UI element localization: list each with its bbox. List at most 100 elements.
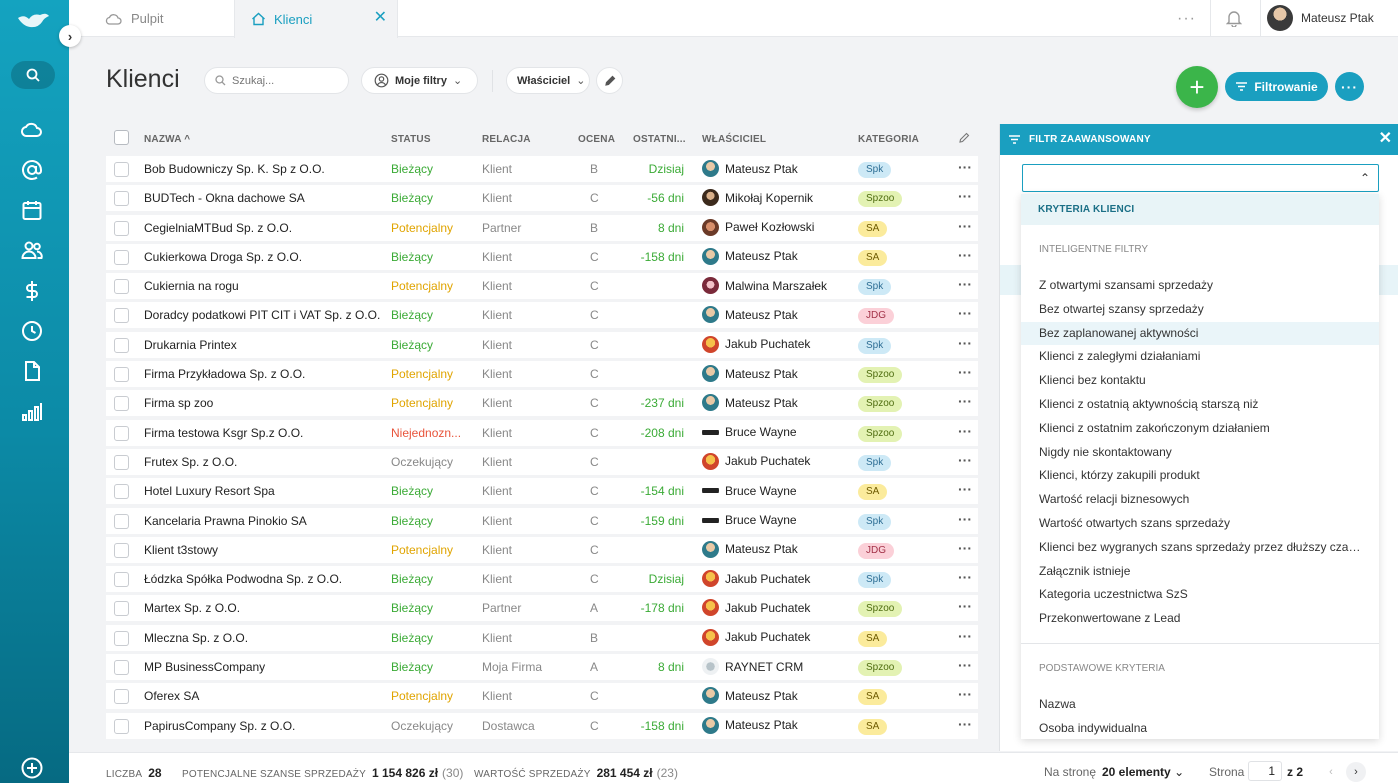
row-checkbox[interactable]: [114, 718, 129, 734]
criteria-select[interactable]: ⌃: [1022, 164, 1379, 192]
close-icon[interactable]: ✕: [1378, 130, 1392, 147]
row-actions-button[interactable]: ···: [958, 159, 972, 175]
table-row[interactable]: Firma sp zoo Potencjalny Klient C -237 d…: [106, 390, 978, 417]
row-checkbox[interactable]: [114, 689, 129, 705]
client-owner[interactable]: Jakub Puchatek: [702, 628, 852, 646]
sidebar-item-activities[interactable]: [19, 318, 45, 344]
row-checkbox[interactable]: [114, 630, 129, 646]
row-checkbox[interactable]: [114, 191, 129, 207]
page-input[interactable]: 1: [1248, 761, 1282, 781]
row-actions-button[interactable]: ···: [958, 686, 972, 702]
client-owner[interactable]: Mateusz Ptak: [702, 247, 852, 265]
sidebar-item-email[interactable]: [19, 157, 45, 183]
client-name[interactable]: Cukierkowa Droga Sp. z O.O.: [144, 249, 303, 264]
smart-filter-option[interactable]: Wartość otwartych szans sprzedaży: [1039, 515, 1230, 530]
smart-filter-option[interactable]: Kategoria uczestnictwa SzS: [1039, 587, 1188, 602]
row-checkbox[interactable]: [114, 542, 129, 558]
next-page-button[interactable]: ›: [1346, 762, 1366, 782]
sidebar-item-sales[interactable]: [19, 278, 45, 304]
client-owner[interactable]: Jakub Puchatek: [702, 335, 852, 353]
notifications-button[interactable]: [1225, 9, 1243, 30]
sidebar-add-button[interactable]: [19, 755, 45, 781]
row-checkbox[interactable]: [114, 337, 129, 353]
row-checkbox[interactable]: [114, 484, 129, 500]
sidebar-item-reports[interactable]: [19, 399, 45, 425]
table-row[interactable]: Kancelaria Prawna Pinokio SA Bieżący Kli…: [106, 507, 978, 534]
search-box[interactable]: [204, 67, 349, 94]
client-name[interactable]: Doradcy podatkowi PIT CIT i VAT Sp. z O.…: [144, 308, 381, 323]
table-row[interactable]: Cukiernia na rogu Potencjalny Klient C M…: [106, 273, 978, 300]
more-horizontal-icon[interactable]: ···: [1177, 10, 1196, 27]
client-owner[interactable]: Bruce Wayne: [702, 482, 852, 500]
table-row[interactable]: Hotel Luxury Resort Spa Bieżący Klient C…: [106, 478, 978, 505]
row-actions-button[interactable]: ···: [958, 598, 972, 614]
smart-filter-option[interactable]: Klienci z ostatnią aktywnością starszą n…: [1039, 396, 1259, 411]
row-checkbox[interactable]: [114, 425, 129, 441]
row-actions-button[interactable]: ···: [958, 276, 972, 292]
sidebar-search-button[interactable]: [11, 61, 55, 89]
table-row[interactable]: Firma Przykładowa Sp. z O.O. Potencjalny…: [106, 361, 978, 388]
row-checkbox[interactable]: [114, 162, 129, 177]
row-actions-button[interactable]: ···: [958, 540, 972, 556]
client-owner[interactable]: Paweł Kozłowski: [702, 218, 852, 236]
column-status[interactable]: STATUS: [391, 134, 431, 145]
smart-filter-option[interactable]: Klienci z ostatnim zakończonym działanie…: [1039, 420, 1270, 435]
client-name[interactable]: Bob Budowniczy Sp. K. Sp z O.O.: [144, 162, 325, 176]
client-owner[interactable]: Mateusz Ptak: [702, 716, 852, 734]
client-name[interactable]: Firma Przykładowa Sp. z O.O.: [144, 367, 306, 382]
row-checkbox[interactable]: [114, 396, 129, 412]
client-name[interactable]: Oferex SA: [144, 689, 200, 704]
smart-filter-option[interactable]: Klienci bez kontaktu: [1039, 373, 1146, 388]
edit-columns-button[interactable]: [958, 132, 970, 147]
sidebar-item-documents[interactable]: [19, 358, 45, 384]
row-checkbox[interactable]: [114, 601, 129, 617]
row-checkbox[interactable]: [114, 367, 129, 383]
smart-filter-option[interactable]: Klienci z zaległymi działaniami: [1039, 349, 1201, 364]
table-row[interactable]: Frutex Sp. z O.O. Oczekujący Klient C Ja…: [106, 448, 978, 475]
sidebar-item-calendar[interactable]: [19, 197, 45, 223]
owner-dropdown[interactable]: Właściciel ⌄: [506, 67, 590, 94]
client-owner[interactable]: Bruce Wayne: [702, 511, 852, 529]
row-actions-button[interactable]: ···: [958, 716, 972, 732]
smart-filter-option[interactable]: Klienci bez wygranych szans sprzedaży pr…: [1039, 539, 1368, 554]
client-owner[interactable]: Mateusz Ptak: [702, 306, 852, 324]
column-grade[interactable]: OCENA: [578, 134, 616, 145]
table-row[interactable]: Drukarnia Printex Bieżący Klient C Jakub…: [106, 331, 978, 358]
client-owner[interactable]: Mateusz Ptak: [702, 365, 852, 383]
sidebar-item-dashboard[interactable]: [19, 117, 45, 143]
sidebar-expand-button[interactable]: ›: [59, 25, 81, 47]
client-name[interactable]: Mleczna Sp. z O.O.: [144, 630, 249, 645]
sidebar-item-clients[interactable]: [19, 237, 45, 263]
client-owner[interactable]: Mikołaj Kopernik: [702, 189, 852, 207]
row-checkbox[interactable]: [114, 513, 129, 529]
client-name[interactable]: Kancelaria Prawna Pinokio SA: [144, 513, 307, 528]
row-actions-button[interactable]: ···: [958, 423, 972, 439]
client-owner[interactable]: RAYNET CRM: [702, 658, 852, 676]
client-name[interactable]: PapirusCompany Sp. z O.O.: [144, 718, 296, 733]
smart-filter-option[interactable]: Bez otwartej szansy sprzedaży: [1039, 301, 1204, 316]
column-owner[interactable]: WŁAŚCICIEL: [702, 134, 767, 145]
close-icon[interactable]: ✕: [373, 9, 387, 26]
column-category[interactable]: KATEGORIA: [858, 134, 920, 145]
row-checkbox[interactable]: [114, 454, 129, 470]
table-row[interactable]: Firma testowa Ksgr Sp.z O.O. Niejednozn.…: [106, 419, 978, 446]
tab-clients[interactable]: Klienci ✕: [234, 0, 398, 38]
row-actions-button[interactable]: ···: [958, 569, 972, 585]
table-row[interactable]: MP BusinessCompany Bieżący Moja Firma A …: [106, 654, 978, 681]
row-actions-button[interactable]: ···: [958, 481, 972, 497]
client-owner[interactable]: Jakub Puchatek: [702, 599, 852, 617]
select-all-checkbox[interactable]: [114, 130, 129, 145]
client-owner[interactable]: Mateusz Ptak: [702, 160, 852, 177]
more-options-button[interactable]: ···: [1335, 72, 1364, 101]
table-row[interactable]: Łódzka Spółka Podwodna Sp. z O.O. Bieżąc…: [106, 566, 978, 593]
client-name[interactable]: CegielniaMTBud Sp. z O.O.: [144, 220, 293, 235]
edit-filter-button[interactable]: [596, 67, 623, 94]
row-checkbox[interactable]: [114, 660, 129, 676]
client-owner[interactable]: Bruce Wayne: [702, 423, 852, 441]
column-name[interactable]: NAZWA ^: [144, 134, 190, 145]
row-actions-button[interactable]: ···: [958, 247, 972, 263]
client-name[interactable]: MP BusinessCompany: [144, 660, 266, 675]
prev-page-button[interactable]: ‹: [1321, 762, 1341, 782]
client-name[interactable]: Firma sp zoo: [144, 396, 214, 411]
client-name[interactable]: Łódzka Spółka Podwodna Sp. z O.O.: [144, 572, 343, 587]
